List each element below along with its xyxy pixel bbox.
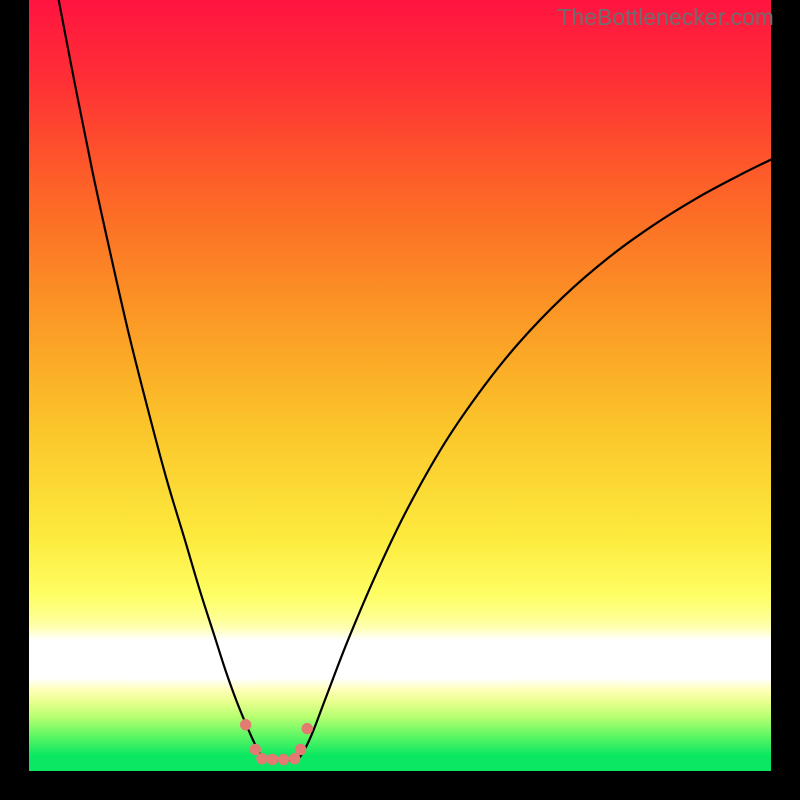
data-marker xyxy=(295,744,305,754)
data-marker xyxy=(302,723,312,733)
plot-area xyxy=(29,0,771,771)
data-marker xyxy=(250,744,260,754)
data-marker xyxy=(278,754,288,764)
data-marker xyxy=(257,753,267,763)
data-marker xyxy=(240,720,250,730)
watermark-text: TheBottlenecker.com xyxy=(557,4,774,31)
chart-svg xyxy=(29,0,771,771)
gradient-background xyxy=(29,0,771,771)
data-marker xyxy=(289,753,299,763)
data-marker xyxy=(267,754,277,764)
